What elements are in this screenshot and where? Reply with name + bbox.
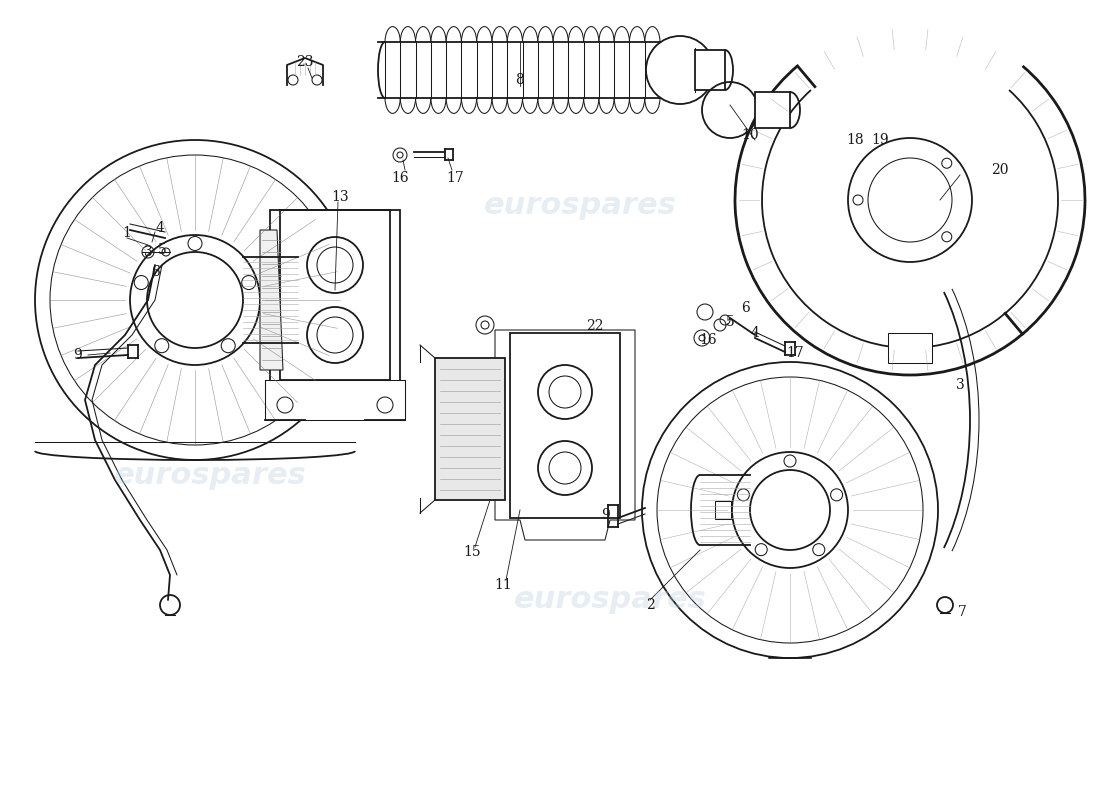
Text: 5: 5 — [726, 315, 735, 329]
Bar — [280, 210, 390, 380]
Text: 16: 16 — [392, 171, 409, 185]
Text: 10: 10 — [741, 128, 759, 142]
Text: 23: 23 — [296, 55, 314, 69]
Text: 6: 6 — [151, 265, 160, 279]
Bar — [888, 333, 932, 363]
Polygon shape — [260, 230, 283, 370]
Text: 9: 9 — [74, 348, 82, 362]
Text: 7: 7 — [958, 605, 967, 619]
Text: 15: 15 — [463, 545, 481, 559]
Text: 1: 1 — [122, 226, 131, 240]
Text: 17: 17 — [447, 171, 464, 185]
Bar — [695, 50, 725, 90]
Text: 16: 16 — [700, 333, 717, 347]
Bar — [755, 92, 790, 128]
Text: 4: 4 — [155, 221, 164, 235]
Text: 13: 13 — [331, 190, 349, 204]
Polygon shape — [270, 210, 400, 400]
Text: 5: 5 — [157, 243, 166, 257]
Bar — [263, 290, 280, 310]
Bar — [265, 380, 405, 420]
Text: 22: 22 — [586, 319, 604, 333]
Bar — [510, 333, 620, 518]
Text: 11: 11 — [494, 578, 512, 592]
Text: 18: 18 — [846, 133, 864, 147]
Text: 20: 20 — [991, 163, 1009, 177]
Text: 3: 3 — [144, 245, 153, 259]
Bar — [715, 501, 732, 519]
Text: 3: 3 — [956, 378, 965, 392]
Text: 6: 6 — [740, 301, 749, 315]
Text: 9: 9 — [601, 508, 609, 522]
Text: 4: 4 — [750, 326, 759, 340]
Text: eurospares: eurospares — [514, 586, 706, 614]
Text: eurospares: eurospares — [484, 190, 676, 219]
Polygon shape — [495, 330, 635, 540]
Text: eurospares: eurospares — [113, 461, 307, 490]
Text: 19: 19 — [871, 133, 889, 147]
Text: 2: 2 — [646, 598, 654, 612]
Text: 17: 17 — [786, 346, 804, 360]
Text: 8: 8 — [516, 73, 525, 87]
Polygon shape — [434, 358, 505, 500]
